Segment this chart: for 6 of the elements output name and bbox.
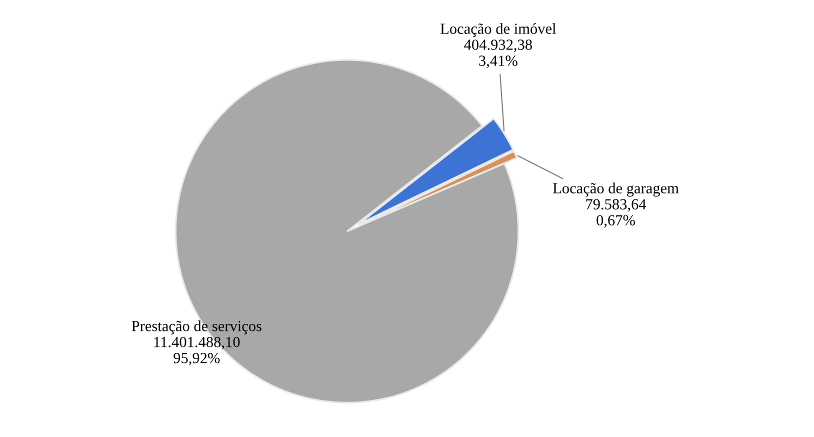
data-label: 79.583,64 0,67% [586, 199, 646, 228]
slice-label: Locação de imóvel [440, 23, 556, 38]
slice-label: Locação de garagem [553, 182, 679, 197]
data-label: 404.932,38 3,41% [464, 40, 532, 68]
data-label: 11.401.488,10 95,92% [154, 336, 240, 366]
slice-label: Prestação de serviços [132, 320, 262, 334]
